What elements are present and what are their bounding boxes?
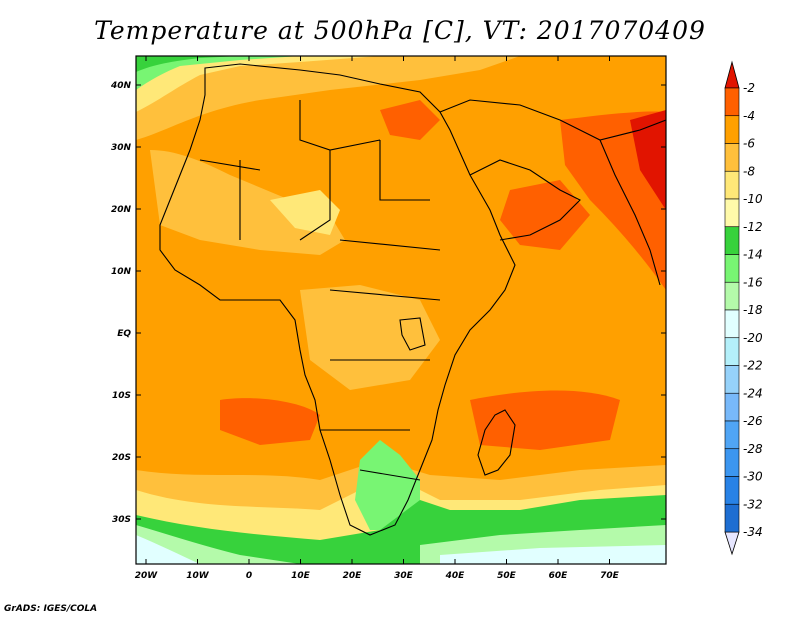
lat-label: 30S [112, 515, 131, 525]
lon-label: 60E [549, 571, 569, 581]
colorbar-segment [724, 337, 740, 366]
field-arabia-warm [500, 180, 590, 250]
colorbar-label: -14 [743, 248, 763, 262]
lat-label: 10S [112, 391, 131, 401]
colorbar-segment [724, 254, 740, 283]
asia-coast [439, 99, 666, 141]
lon-label: 0 [246, 571, 252, 581]
lat-label: EQ [117, 329, 131, 339]
colorbar-segment [724, 448, 740, 477]
africa-coastline [159, 63, 516, 536]
colorbar-label: -12 [743, 220, 763, 234]
lat-label: 20N [111, 205, 132, 215]
field-indian-ocean-warm [470, 390, 620, 450]
india-coast [599, 139, 661, 286]
colorbar-segment [724, 420, 740, 450]
lon-labels: 20W 10W 0 10E 20E 30E 40E 50E 60E 70E [135, 56, 620, 581]
colorbar-segment [724, 281, 740, 311]
colorbar-label: -6 [743, 137, 755, 151]
lon-label: 20W [135, 571, 159, 581]
lat-label: 30N [111, 143, 132, 153]
field-atlantic-warm [220, 398, 320, 445]
field-north-green [136, 56, 300, 90]
field-north-darkgreen [136, 56, 240, 72]
lake-victoria [399, 317, 426, 351]
colorbar-label: -34 [743, 525, 763, 539]
map-title: Temperature at 500hPa [C], VT: 201707040… [94, 16, 706, 45]
credit-text: GrADS: IGES/COLA [4, 604, 98, 614]
colorbar-label: -22 [743, 359, 763, 373]
colorbar-label: -32 [743, 497, 763, 511]
field-central-africa [300, 285, 440, 390]
lon-label: 30E [394, 571, 414, 581]
colorbar-label: -20 [743, 331, 763, 345]
lat-label: 20S [112, 453, 131, 463]
colorbar-label: -24 [743, 386, 763, 400]
colorbar-label: -4 [743, 109, 755, 123]
colorbar-segment [724, 198, 740, 228]
colorbar-label: -26 [743, 414, 763, 428]
lon-label: 40E [445, 571, 466, 581]
colorbar-label: -16 [743, 275, 763, 289]
field-india-hot [630, 110, 666, 210]
lat-label: 10N [111, 267, 132, 277]
colorbar-label: -30 [743, 470, 763, 484]
lon-label: 70E [600, 571, 620, 581]
colorbar-segment [724, 143, 740, 172]
colorbar-segment [724, 365, 740, 394]
lat-labels: 40N 30N 20N 10N EQ 10S 20S 30S [110, 81, 666, 525]
colorbar-segment [724, 87, 740, 117]
madagascar [477, 409, 516, 476]
colorbar-segment [724, 309, 740, 339]
colorbar-bottom-arrow [724, 531, 740, 556]
lat-label: 40N [110, 81, 132, 91]
colorbar-label: -8 [743, 164, 755, 178]
field-north-band [136, 56, 520, 140]
colorbar-top-arrow [724, 60, 740, 89]
field-north-cool [136, 56, 380, 112]
lon-label: 10E [291, 571, 311, 581]
colorbar-label: -10 [743, 192, 763, 206]
colorbar: -2 -4 -6 -8 -10 -12 -14 -16 -18 -20 -22 -24 -26 -28 -3… [724, 60, 763, 556]
colorbar-label: -28 [743, 442, 763, 456]
arabia-coast [469, 159, 581, 241]
colorbar-segment [724, 392, 740, 422]
colorbar-segment [724, 170, 740, 200]
country-borders [199, 100, 441, 481]
lon-label: 10W [186, 571, 210, 581]
temperature-field [136, 56, 666, 564]
colorbar-segment [724, 226, 740, 255]
field-sahara-warm [150, 150, 345, 255]
colorbar-label: -18 [743, 303, 763, 317]
colorbar-segment [724, 476, 740, 505]
lon-label: 50E [497, 571, 517, 581]
colorbar-label: -2 [743, 81, 755, 95]
colorbar-segment [724, 503, 740, 533]
field-sahara-cool [270, 190, 340, 235]
coastlines [159, 63, 666, 536]
colorbar-segment [724, 115, 740, 144]
lon-label: 20E [343, 571, 363, 581]
field-south-pale [136, 535, 200, 564]
map-frame [135, 55, 667, 565]
field-egypt-warm [380, 100, 440, 140]
